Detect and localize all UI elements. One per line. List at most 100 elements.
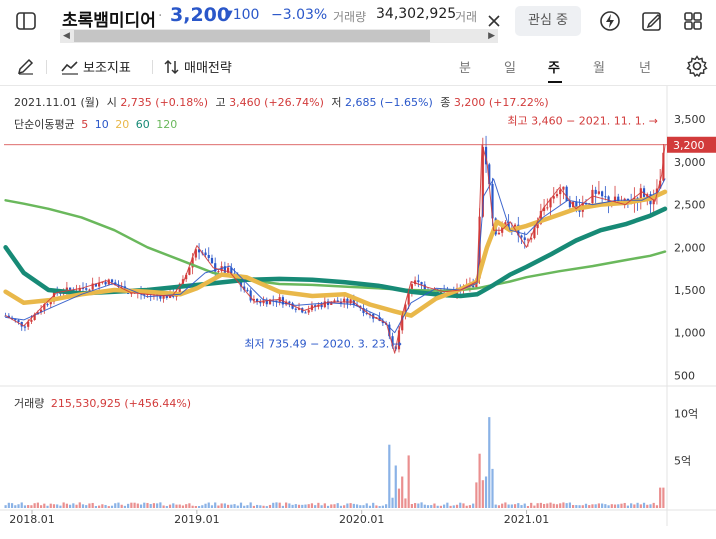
volume-tick-label: 5억 [674,455,691,468]
period-minute[interactable]: 분 [459,61,471,76]
volume-bar [381,505,384,508]
volume-bar [252,505,255,508]
close-icon[interactable] [481,8,507,34]
volume-bar [372,502,375,508]
volume-bar [56,504,59,508]
volume-bar [59,505,62,508]
volume-bar [310,503,314,508]
volume-bar [275,502,278,508]
volume-bar [484,476,488,508]
candle-body [101,281,104,283]
volume-bar [446,502,449,508]
ma-10-line [5,178,666,334]
candle-body [552,196,555,199]
volume-bar [433,503,436,508]
volume-bar [17,504,20,508]
candle-body [362,308,365,314]
candle-body [320,304,323,308]
volume-bar [107,506,110,508]
volume-bar [110,505,114,508]
volume-bar [294,504,297,508]
candle-body [304,312,307,314]
period-week[interactable]: 주 [548,61,560,76]
volume-bar [568,502,571,508]
ma-5-label: 5 [81,118,89,131]
period-month[interactable]: 월 [593,61,605,76]
candle-body [30,319,33,322]
candle-body [397,330,401,350]
volume-bar [146,502,149,508]
draw-pencil-icon[interactable] [16,56,36,76]
chart-canvas[interactable]: 3,500 3,000 2,500 2,000 1,500 1,000 500 10억 5억 20… [0,86,716,539]
volume-bar [630,503,633,508]
candle-body [85,288,88,290]
volume-bar [249,502,252,508]
volume-bar [378,506,381,508]
candle-body [539,210,542,224]
close-value: 3,200 (+17.22%) [453,96,549,109]
grid-menu-icon[interactable] [680,8,706,34]
watchlist-button[interactable]: 관심 중 [515,6,581,36]
volume-bar [588,505,591,508]
volume-bar [452,505,455,508]
volume-bar [285,502,288,508]
candle-body [659,180,662,189]
candle-body [562,186,565,190]
volume-bar [449,505,452,508]
candle-body [52,291,56,302]
volume-bar [549,502,552,508]
header-scrollbar[interactable]: ◀ ▶ [60,29,498,43]
candle-body [404,304,407,315]
volume-bar [139,504,143,508]
volume-bar [362,505,365,508]
candle-body [594,189,597,194]
volume-bar [546,503,549,508]
scrollbar-thumb[interactable] [74,30,430,42]
indicator-button[interactable]: 보조지표 [61,57,131,76]
volume-bar [459,502,462,508]
active-period-underline [548,81,562,83]
candle-body [110,279,114,283]
lightning-icon[interactable] [597,8,623,34]
max-price-annotation: 최고 3,460 − 2021. 11. 1. → [507,115,658,128]
candle-body [575,201,578,208]
volume-bar [301,504,304,508]
strategy-button[interactable]: 매매전략 [164,57,232,76]
candle-body [98,282,101,287]
candle-body [194,249,197,258]
price-tick-label: 2,000 [674,241,706,254]
stock-name[interactable]: 초록뱀미디어 [62,11,156,31]
candle-body [14,318,17,321]
sidebar-toggle-icon[interactable] [13,8,39,34]
candle-body [604,196,607,198]
scroll-right-icon[interactable]: ▶ [488,31,495,41]
volume-bar [78,502,81,508]
volume-bar [159,502,162,508]
price-tick-label: 3,000 [674,156,706,169]
candle-body [555,194,559,197]
scroll-left-icon[interactable]: ◀ [63,31,70,41]
candle-body [33,314,36,320]
candle-body [43,304,46,310]
price-chart[interactable]: 2021.11.01 (월) 시 2,735 (+0.18%) 고 3,460 … [0,86,716,539]
volume-bar [397,488,401,508]
volume-bar [291,504,294,508]
settings-gear-icon[interactable] [686,55,708,77]
volume-bar [620,503,623,508]
volume-bar [278,502,281,508]
volume-bar [336,503,339,508]
candle-body [639,188,642,201]
volume-bar [49,503,52,508]
period-day[interactable]: 일 [504,61,516,76]
candle-body [414,280,417,285]
volume-bar [236,505,239,508]
candle-body [252,298,255,301]
candle-body [256,298,259,302]
period-year[interactable]: 년 [639,61,651,76]
volume-bar [530,502,533,508]
volume-bar [346,503,349,508]
volume-bar [497,505,501,508]
volume-bar [65,503,68,508]
edit-icon[interactable] [639,8,665,34]
candle-body [88,289,91,291]
